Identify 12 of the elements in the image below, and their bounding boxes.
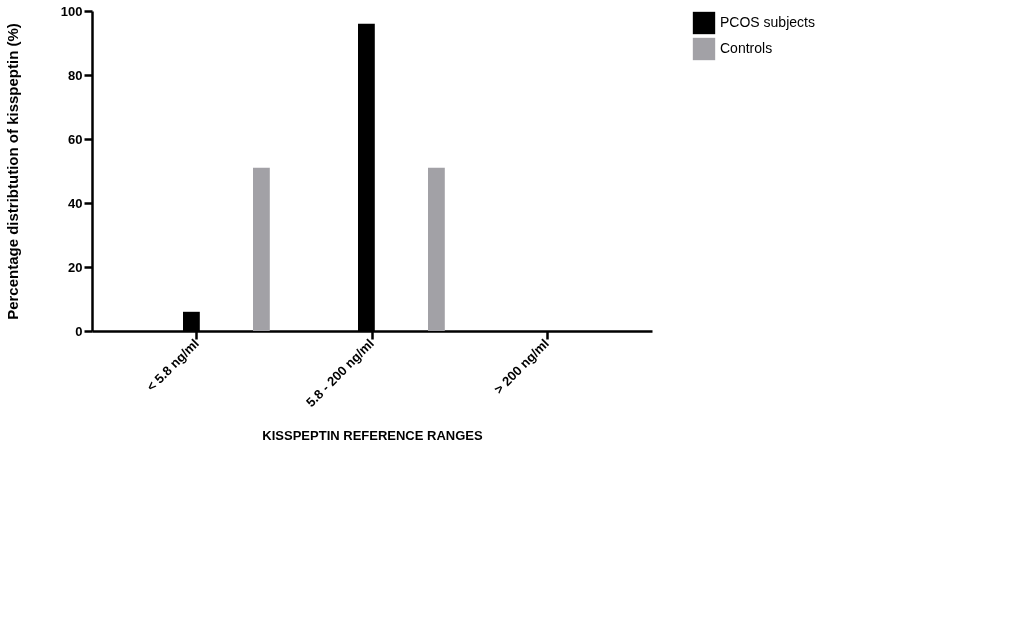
y-tick-label: 20	[68, 259, 83, 275]
legend-label: PCOS subjects	[720, 14, 815, 30]
y-axis-title: Percentage distribtution of kisspeptin (%)	[3, 23, 21, 320]
y-tick-label: 40	[68, 195, 83, 211]
y-tick-label: 0	[75, 323, 83, 339]
legend-label: Controls	[720, 40, 773, 56]
x-axis-title: KISSPEPTIN REFERENCE RANGES	[262, 427, 483, 443]
bar	[253, 167, 270, 331]
y-tick-label: 100	[60, 3, 83, 19]
y-tick-label: 60	[68, 131, 83, 147]
bar	[428, 167, 445, 331]
y-tick-label: 80	[68, 67, 83, 83]
